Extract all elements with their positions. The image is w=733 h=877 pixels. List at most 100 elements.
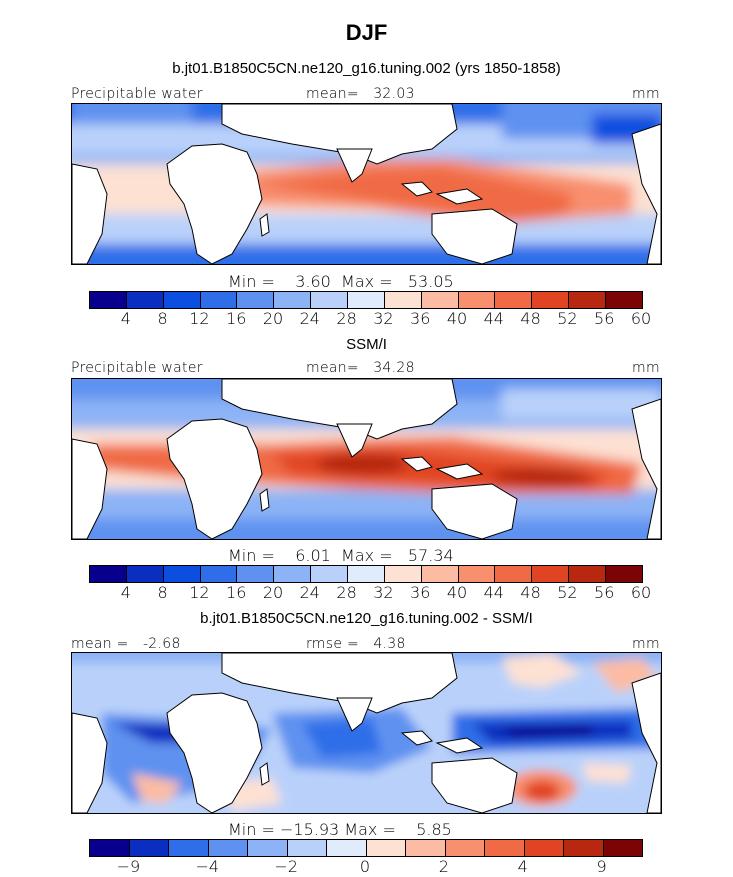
colorbar-segment <box>524 840 564 856</box>
colorbar-tick-label: 4 <box>120 309 131 328</box>
colorbar-segment <box>237 566 275 582</box>
panel1-mean-label: mean= <box>306 86 359 102</box>
panel1-field-label: Precipitable water <box>71 86 203 102</box>
panel1-subtitle: b.jt01.B1850C5CN.ne120_g16.tuning.002 (y… <box>172 60 561 77</box>
colorbar-segment <box>564 840 604 856</box>
colorbar-tick-label: 60 <box>630 309 652 328</box>
panel2-mean-label: mean= <box>306 360 359 376</box>
colorbar-tick-label: 40 <box>446 583 468 602</box>
panel3-minmax: Min = −15.93 Max = 5.85 <box>228 820 452 839</box>
panel1-map-svg <box>72 104 661 264</box>
colorbar-tick-label: 56 <box>594 583 615 602</box>
panel3-colorbar <box>89 839 643 857</box>
panel3-colorbar-ticks: −9 −4 −2 0 2 4 9 <box>89 857 641 877</box>
colorbar-tick-label: 44 <box>483 309 504 328</box>
colorbar-tick-label: 8 <box>157 309 168 328</box>
colorbar-tick-label: 24 <box>299 309 320 328</box>
colorbar-tick-label: 48 <box>520 309 541 328</box>
colorbar-segment <box>495 292 533 308</box>
colorbar-segment <box>532 566 570 582</box>
colorbar-segment <box>90 566 127 582</box>
colorbar-segment <box>406 840 446 856</box>
colorbar-tick-label: 20 <box>262 309 284 328</box>
colorbar-segment <box>606 292 642 308</box>
colorbar-segment <box>237 292 275 308</box>
colorbar-tick-label: 2 <box>438 857 449 876</box>
colorbar-segment <box>458 566 496 582</box>
colorbar-segment <box>126 566 164 582</box>
panel3-mean-value: -2.68 <box>142 636 181 652</box>
panel1-map <box>71 103 662 265</box>
colorbar-segment <box>348 292 385 308</box>
colorbar-tick-label: 8 <box>157 583 168 602</box>
colorbar-segment <box>169 840 209 856</box>
colorbar-segment <box>532 292 570 308</box>
colorbar-segment <box>384 292 422 308</box>
colorbar-segment <box>90 292 127 308</box>
panel1-mean-value: 32.03 <box>373 86 415 102</box>
colorbar-segment <box>421 292 459 308</box>
panel3-rmse-value: 4.38 <box>373 636 406 652</box>
panel2-min-value: 6.01 <box>295 546 331 565</box>
colorbar-tick-label: 0 <box>359 857 371 876</box>
panel1-colorbar <box>89 291 643 309</box>
panel1-min-label: Min = <box>228 272 275 291</box>
colorbar-tick-label: 16 <box>226 309 247 328</box>
colorbar-tick-label: 28 <box>336 309 357 328</box>
panel1-mean: mean= 32.03 <box>306 86 415 102</box>
colorbar-tick-label: 32 <box>373 309 394 328</box>
colorbar-tick-label: 12 <box>189 583 210 602</box>
panel2-subtitle: SSM/I <box>346 336 387 353</box>
colorbar-segment <box>311 292 349 308</box>
panel1-max-value: 53.05 <box>407 272 454 291</box>
colorbar-tick-label: −2 <box>274 857 298 876</box>
panel3-max-label: Max = <box>344 820 396 839</box>
colorbar-segment <box>603 840 642 856</box>
panel3-mean: mean = -2.68 <box>71 636 181 652</box>
colorbar-segment <box>458 292 496 308</box>
colorbar-segment <box>163 566 201 582</box>
colorbar-segment <box>200 292 238 308</box>
colorbar-segment <box>90 840 130 856</box>
panel2-min-label: Min = <box>228 546 275 565</box>
colorbar-segment <box>421 566 459 582</box>
colorbar-tick-label: 28 <box>336 583 357 602</box>
panel3-map <box>71 652 662 814</box>
colorbar-segment <box>485 840 525 856</box>
panel3-map-svg <box>72 653 661 813</box>
panel3-rmse: rmse = 4.38 <box>306 636 406 652</box>
colorbar-tick-label: 52 <box>557 309 578 328</box>
panel3-mean-label: mean = <box>71 636 129 652</box>
panel3-units: mm <box>632 636 660 652</box>
colorbar-segment <box>445 840 485 856</box>
panel2-field-label: Precipitable water <box>71 360 203 376</box>
colorbar-tick-label: 60 <box>630 583 652 602</box>
colorbar-tick-label: 9 <box>596 857 607 876</box>
colorbar-segment <box>274 292 312 308</box>
colorbar-tick-label: 24 <box>299 583 320 602</box>
colorbar-segment <box>569 566 607 582</box>
colorbar-tick-label: 52 <box>557 583 578 602</box>
panel2-map-svg <box>72 379 661 539</box>
colorbar-tick-label: 16 <box>226 583 247 602</box>
panel2-map <box>71 378 662 540</box>
panel2-minmax: Min = 6.01 Max = 57.34 <box>228 546 454 565</box>
colorbar-tick-label: 36 <box>410 583 431 602</box>
colorbar-segment <box>366 840 406 856</box>
colorbar-segment <box>208 840 248 856</box>
colorbar-tick-label: 4 <box>120 583 131 602</box>
panel3-subtitle: b.jt01.B1850C5CN.ne120_g16.tuning.002 - … <box>200 610 533 627</box>
colorbar-tick-label: 48 <box>520 583 541 602</box>
colorbar-segment <box>129 840 169 856</box>
panel3-min-label: Min = <box>228 820 275 839</box>
page-title: DJF <box>345 20 388 45</box>
colorbar-segment <box>274 566 312 582</box>
panel2-max-value: 57.34 <box>407 546 454 565</box>
panel3-rmse-label: rmse = <box>306 636 360 652</box>
panel3-min-value: −15.93 <box>279 820 340 839</box>
colorbar-segment <box>163 292 201 308</box>
colorbar-segment <box>287 840 327 856</box>
colorbar-tick-label: 40 <box>446 309 468 328</box>
colorbar-segment <box>327 840 367 856</box>
panel2-mean: mean= 34.28 <box>306 360 415 376</box>
